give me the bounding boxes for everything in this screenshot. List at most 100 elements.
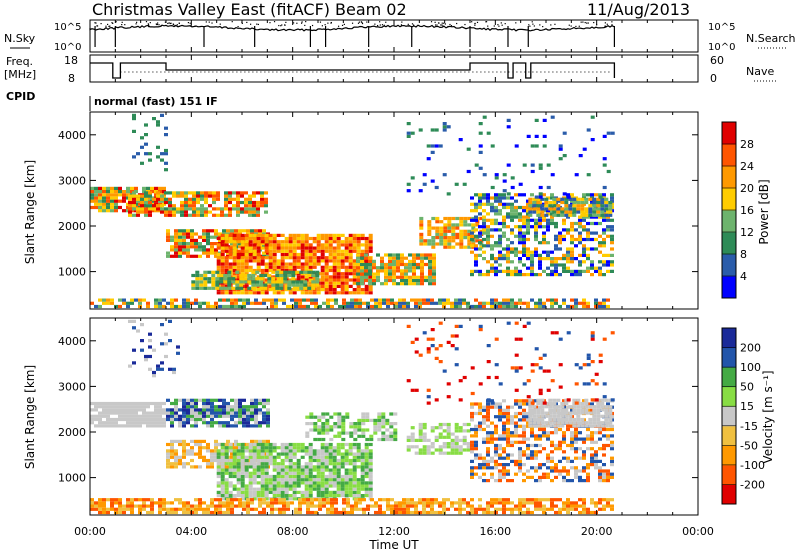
heatmap-cell [228, 197, 232, 201]
heatmap-cell [216, 465, 221, 469]
heatmap-cell [364, 243, 369, 247]
heatmap-cell [494, 228, 498, 232]
heatmap-cell [220, 284, 225, 288]
noise-dot [305, 21, 307, 23]
heatmap-cell [546, 209, 550, 213]
heatmap-cell [506, 479, 510, 483]
heatmap-cell [408, 259, 412, 263]
heatmap-cell [218, 504, 222, 508]
heatmap-cell [582, 250, 586, 254]
heatmap-cell [106, 190, 110, 194]
heatmap-cell [349, 434, 354, 438]
heatmap-cell [566, 479, 570, 483]
heatmap-cell [174, 242, 178, 246]
heatmap-cell [220, 442, 225, 447]
heatmap-cell [578, 215, 582, 219]
heatmap-cell [562, 237, 566, 242]
heatmap-cell [182, 421, 186, 425]
heatmap-cell [502, 189, 507, 193]
heatmap-cell [98, 507, 102, 511]
heatmap-cell [272, 262, 277, 266]
heatmap-cell [372, 266, 376, 270]
heatmap-cell [518, 241, 522, 245]
heatmap-cell [250, 411, 254, 415]
heatmap-cell [190, 417, 194, 422]
heatmap-cell [300, 291, 305, 295]
heatmap-cell [544, 204, 549, 208]
heatmap-cell [490, 196, 494, 200]
heatmap-cell [324, 281, 329, 285]
heatmap-cell [170, 510, 174, 515]
heatmap-cell [348, 468, 353, 472]
heatmap-cell [190, 232, 194, 236]
heatmap-cell [540, 408, 545, 412]
heatmap-cell [400, 256, 404, 260]
heatmap-cell [506, 205, 510, 210]
heatmap-cell [268, 243, 273, 247]
heatmap-cell [354, 301, 358, 305]
heatmap-cell [353, 428, 358, 432]
heatmap-cell [232, 272, 237, 276]
heatmap-cell [212, 200, 216, 205]
heatmap-cell [176, 191, 180, 195]
heatmap-cell [506, 415, 510, 419]
heatmap-cell [110, 421, 114, 425]
heatmap-cell [186, 414, 190, 418]
heatmap-cell [550, 304, 554, 309]
heatmap-cell [224, 481, 229, 485]
heatmap-cell [203, 283, 208, 287]
heatmap-cell [332, 252, 337, 257]
heatmap-cell [542, 427, 546, 432]
heatmap-cell [578, 456, 582, 460]
heatmap-cell [356, 253, 360, 257]
heatmap-cell [482, 479, 486, 483]
heatmap-cell [236, 458, 241, 463]
heatmap-cell [506, 440, 510, 444]
heatmap-cell [262, 229, 266, 233]
heatmap-cell [602, 193, 606, 197]
heatmap-cell [494, 241, 498, 245]
heatmap-cell [110, 501, 114, 505]
colorbar-segment [722, 276, 736, 299]
heatmap-cell [416, 253, 420, 257]
noise-dot [108, 25, 110, 27]
heatmap-cell [443, 216, 448, 221]
heatmap-cell [156, 207, 160, 211]
heatmap-cell [352, 236, 357, 241]
heatmap-cell [490, 298, 494, 302]
heatmap-cell [610, 472, 614, 476]
heatmap-cell [336, 446, 341, 450]
heatmap-cell [102, 193, 106, 197]
heatmap-cell [506, 463, 510, 467]
heatmap-cell [321, 422, 326, 426]
heatmap-cell [443, 236, 448, 240]
heatmap-cell [206, 414, 210, 418]
heatmap-cell [471, 229, 476, 233]
heatmap-cell [356, 262, 360, 267]
heatmap-cell [102, 498, 106, 502]
colorbar-segment [722, 188, 736, 211]
heatmap-cell [352, 243, 357, 247]
heatmap-cell [102, 298, 106, 302]
heatmap-cell [252, 200, 256, 205]
heatmap-cell [170, 449, 174, 453]
heatmap-cell [518, 418, 522, 422]
heatmap-cell [184, 204, 188, 208]
heatmap-cell [240, 487, 245, 491]
heatmap-cell [206, 465, 210, 469]
heatmap-cell [510, 176, 515, 180]
heatmap-cell [214, 408, 218, 412]
heatmap-cell [600, 401, 605, 406]
heatmap-cell [240, 497, 245, 501]
heatmap-cell [156, 197, 160, 201]
heatmap-cell [364, 458, 369, 463]
heatmap-cell [174, 498, 178, 502]
heatmap-cell [418, 304, 422, 309]
heatmap-cell [248, 200, 252, 205]
heatmap-cell [562, 228, 566, 232]
heatmap-cell [324, 268, 329, 273]
heatmap-cell [596, 207, 601, 211]
heatmap-cell [432, 256, 436, 260]
heatmap-cell [288, 478, 293, 482]
heatmap-cell [544, 207, 549, 211]
